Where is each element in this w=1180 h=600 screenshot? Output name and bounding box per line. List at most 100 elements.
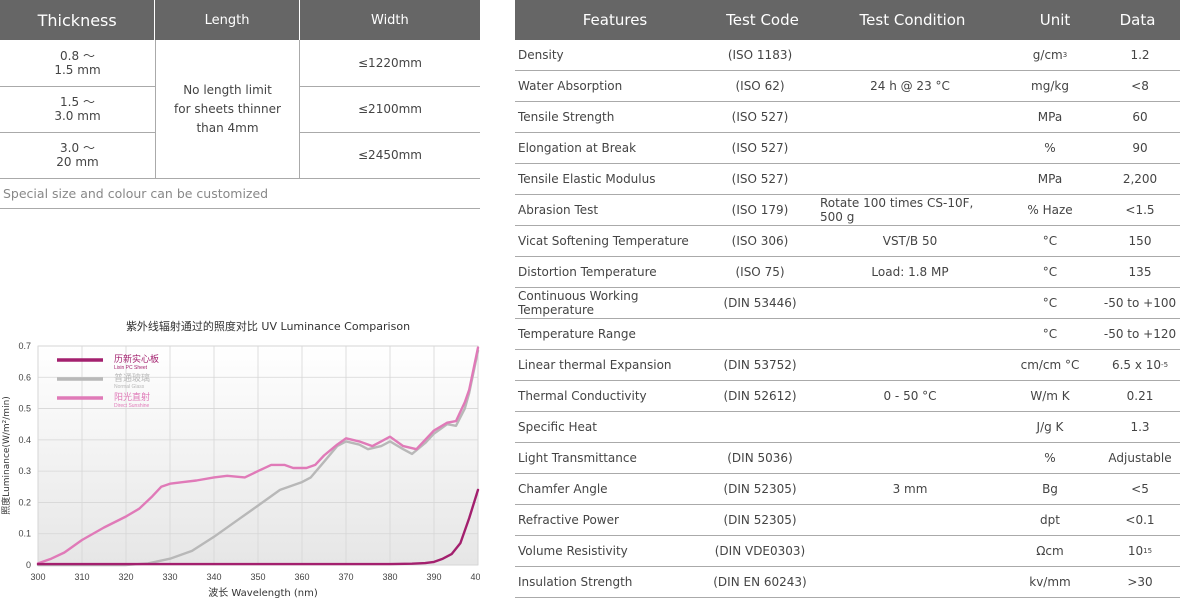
- data-cell: 10 15: [1127, 544, 1153, 558]
- table-row: Distortion Temperature (ISO 75) Load: 1.8 …: [515, 257, 1180, 288]
- test-code-cell: (DIN 53446): [723, 296, 797, 310]
- table-row: Refractive Power (DIN 52305) dpt <0.1: [515, 505, 1180, 536]
- data-cell: 1.2: [1100, 40, 1180, 70]
- unit-text: cm/cm °C: [1020, 358, 1080, 372]
- table-row: Specific Heat J/g K 1.3: [515, 412, 1180, 443]
- unit-text: %: [1044, 141, 1056, 155]
- test-condition-cell: 24 h @ 23 °C: [870, 79, 950, 93]
- data-cell: <0.1: [1100, 505, 1180, 535]
- unit-cell: %: [1000, 443, 1100, 473]
- length-line: No length limit: [183, 82, 272, 97]
- x-tick-label: 400: [470, 572, 480, 582]
- thickness-range-end: 3.0 mm: [54, 109, 101, 123]
- test-condition-cell: Load: 1.8 MP: [871, 265, 949, 279]
- unit-cell: °C: [1000, 288, 1100, 318]
- test-code-cell: (ISO 527): [731, 110, 789, 124]
- table-row: Vicat Softening Temperature (ISO 306) VST/…: [515, 226, 1180, 257]
- header-test-condition: Test Condition: [859, 11, 966, 29]
- unit-cell: MPa: [1000, 102, 1100, 132]
- data-cell: 6.5 x 10 -5: [1111, 358, 1169, 372]
- legend-label: 阳光直射: [114, 391, 150, 403]
- unit-text: W/m K: [1030, 389, 1070, 403]
- header-thickness: Thickness: [0, 0, 156, 40]
- feature-cell: Light Transmittance: [518, 451, 637, 465]
- unit-cell: g/cm 3: [1032, 48, 1068, 62]
- series-line: [36, 349, 480, 567]
- feature-cell: Refractive Power: [518, 513, 619, 527]
- properties-table: Features Test Code Test Condition Unit D…: [515, 0, 1180, 598]
- test-condition-cell: [820, 40, 1000, 70]
- unit-text: °C: [1042, 296, 1058, 310]
- test-condition-cell: [820, 443, 1000, 473]
- data-text: 10: [1127, 544, 1144, 558]
- data-text: 135: [1128, 265, 1152, 279]
- unit-text: Bg: [1042, 482, 1058, 496]
- feature-cell: Distortion Temperature: [518, 265, 657, 279]
- feature-cell: Tensile Strength: [518, 110, 615, 124]
- feature-cell: Chamfer Angle: [518, 482, 608, 496]
- test-code-cell: (DIN 5036): [727, 451, 793, 465]
- test-condition-cell: [820, 505, 1000, 535]
- width-cell: ≤2100mm: [358, 102, 422, 116]
- y-tick-label: 0.2: [18, 497, 31, 507]
- test-code-cell: (ISO 1183): [727, 48, 793, 62]
- legend-sublabel: Lixin PC Sheet: [114, 365, 148, 371]
- test-code-cell: (DIN 53752): [723, 358, 797, 372]
- unit-cell: W/m K: [1000, 381, 1100, 411]
- test-condition-cell: [820, 288, 1000, 318]
- feature-cell: Elongation at Break: [518, 141, 637, 155]
- length-line: than 4mm: [196, 120, 259, 135]
- unit-text: J/g K: [1036, 420, 1064, 434]
- feature-cell: Specific Heat: [518, 420, 597, 434]
- feature-cell: Water Absorption: [518, 79, 623, 93]
- data-cell: <5: [1100, 474, 1180, 504]
- x-tick-label: 330: [162, 572, 177, 582]
- data-cell: >30: [1100, 567, 1180, 597]
- y-tick-label: 0.4: [18, 435, 31, 445]
- table-row: Chamfer Angle (DIN 52305) 3 mm Bg <5: [515, 474, 1180, 505]
- table-row: Tensile Elastic Modulus (ISO 527) MPa 2,200: [515, 164, 1180, 195]
- unit-text: MPa: [1037, 110, 1063, 124]
- data-text: 90: [1132, 141, 1148, 155]
- feature-cell: Linear thermal Expansion: [518, 358, 672, 372]
- data-cell: 135: [1100, 257, 1180, 287]
- divider: [300, 86, 480, 87]
- data-text: -50 to +100: [1103, 296, 1177, 310]
- x-tick-label: 340: [206, 572, 221, 582]
- legend-sublabel: Normal Glass: [114, 384, 145, 390]
- data-cell: -50 to +120: [1100, 319, 1180, 349]
- test-code-cell: (DIN 52612): [723, 389, 797, 403]
- data-text: <8: [1131, 79, 1149, 93]
- unit-text: kv/mm: [1029, 575, 1071, 589]
- y-tick-label: 0.3: [18, 466, 31, 476]
- test-condition-cell: [820, 319, 1000, 349]
- thickness-cell: 0.8 ～ 1.5 mm: [0, 40, 155, 86]
- test-code-cell: (ISO 75): [735, 265, 785, 279]
- unit-cell: Ωcm: [1000, 536, 1100, 566]
- test-code-cell: (DIN EN 60243): [713, 575, 807, 589]
- test-condition-cell: [820, 412, 1000, 442]
- table-row: Density (ISO 1183) g/cm 3 1.2: [515, 40, 1180, 71]
- table-row: Linear thermal Expansion (DIN 53752) cm/cm…: [515, 350, 1180, 381]
- size-note: Special size and colour can be customize…: [3, 186, 269, 201]
- unit-text: °C: [1042, 327, 1058, 341]
- legend-sublabel: Direct Sunshine: [114, 403, 150, 409]
- unit-cell: dpt: [1000, 505, 1100, 535]
- unit-cell: kv/mm: [1000, 567, 1100, 597]
- header-test-code: Test Code: [726, 11, 799, 29]
- unit-cell: MPa: [1000, 164, 1100, 194]
- table-row: Continuous Working Temperature (DIN 53446…: [515, 288, 1180, 319]
- width-cell: ≤2450mm: [358, 148, 422, 162]
- unit-text: °C: [1042, 234, 1058, 248]
- unit-cell: mg/kg: [1000, 71, 1100, 101]
- y-tick-label: 0.1: [18, 529, 31, 539]
- unit-cell: % Haze: [1000, 195, 1100, 225]
- x-axis-label: 波长 Wavelength (nm): [208, 586, 318, 599]
- test-condition-cell: [820, 164, 1000, 194]
- x-tick-label: 380: [382, 572, 397, 582]
- feature-cell: Thermal Conductivity: [518, 389, 647, 403]
- unit-text: g/cm: [1032, 48, 1063, 62]
- data-text: 60: [1132, 110, 1148, 124]
- unit-cell: cm/cm °C: [1000, 350, 1100, 380]
- unit-cell: °C: [1000, 319, 1100, 349]
